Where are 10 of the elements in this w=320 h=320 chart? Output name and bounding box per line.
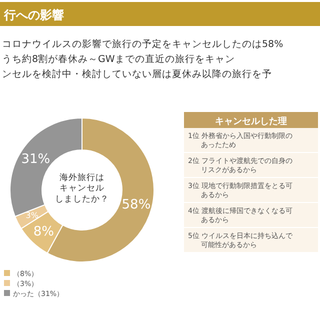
chart-subtitle: コロナウイルスの影響で旅行の予定をキャンセルしたのは58% (2, 38, 284, 50)
data-label: 3% (26, 211, 39, 220)
text: キャンセルした理 (215, 116, 287, 127)
data-label: 58% (122, 197, 151, 212)
text: ンセルを検討中・検討していない層は夏休み以降の旅行を予 (2, 68, 272, 80)
data-label: 31% (21, 152, 50, 168)
text: うち約8割が春休み～GWまでの直近の旅行をキャン (2, 53, 235, 65)
text: 海外旅行はキャンセルしましたか？ (55, 172, 109, 204)
chart-title: 行への影響 (3, 8, 64, 22)
data-label: 8% (33, 224, 54, 240)
